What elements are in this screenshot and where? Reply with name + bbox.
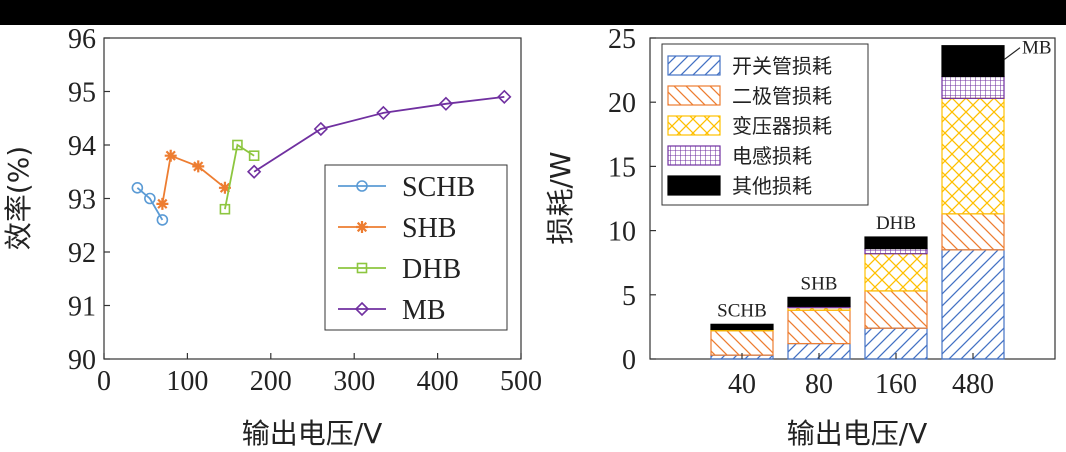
efficiency-y-tick-label: 91 <box>68 292 96 323</box>
efficiency-y-tick-label: 92 <box>68 238 96 269</box>
efficiency-y-axis-label: 效率(%) <box>2 146 35 250</box>
loss-y-axis-label: 损耗/W <box>544 151 577 244</box>
data-point-mb <box>246 164 262 179</box>
efficiency-x-tick-label: 200 <box>250 366 292 397</box>
loss-legend-swatch-1 <box>667 85 721 106</box>
loss-y-tick-label: 5 <box>622 281 636 312</box>
bar-label-mb: MB <box>1022 38 1052 59</box>
data-point-mb <box>313 121 328 137</box>
legend-marker-dhb <box>356 262 368 274</box>
loss-legend-swatch-0 <box>667 55 721 76</box>
legend-marker-mb <box>354 301 370 317</box>
data-point-mb <box>497 89 512 104</box>
loss-x-tick-label: 80 <box>805 369 833 400</box>
bar-segment-4-160 <box>864 236 928 250</box>
loss-x-axis-label: 输出电压/V <box>787 417 928 450</box>
data-point-shb <box>218 181 231 194</box>
efficiency-x-tick-label: 0 <box>97 366 111 397</box>
data-point-dhb <box>232 139 243 151</box>
efficiency-x-tick-label: 100 <box>166 366 208 397</box>
legend-label-mb: MB <box>402 295 446 326</box>
legend-marker-schb <box>356 180 368 192</box>
loss-x-tick-label: 40 <box>728 369 756 400</box>
loss-y-tick-label: 20 <box>608 88 636 119</box>
loss-y-tick-label: 15 <box>608 152 636 183</box>
bar-segment-1-480 <box>941 213 1005 251</box>
data-point-shb <box>156 197 169 210</box>
loss-legend-label-1: 二极管损耗 <box>732 84 832 108</box>
efficiency-legend-box <box>324 164 508 331</box>
bar-label-shb: SHB <box>801 273 838 294</box>
loss-y-tick-label: 10 <box>608 217 636 248</box>
efficiency-chart: 0 100 200 300 400 500 90 91 92 93 94 95 96 输出电压/V 效… <box>2 24 542 450</box>
loss-plot-frame <box>649 37 1056 360</box>
loss-legend-label-0: 开关管损耗 <box>732 54 832 78</box>
loss-legend-swatch-2 <box>667 115 721 136</box>
data-point-schb <box>144 192 156 205</box>
loss-legend-label-3: 电感损耗 <box>732 144 812 168</box>
series-line-dhb <box>224 143 255 210</box>
loss-legend-label-4: 其他损耗 <box>732 174 812 198</box>
efficiency-legend: SCHB SHB DHB MB <box>324 164 508 331</box>
bar-segment-4-80 <box>787 296 851 307</box>
loss-chart: 0 5 10 15 20 25 40 80 160 480 SCHB SHB DHB MB 输出电压/… <box>544 24 1056 450</box>
efficiency-x-tick-label: 400 <box>417 366 459 397</box>
bar-segment-2-480 <box>941 97 1005 215</box>
data-point-shb <box>164 149 177 162</box>
bar-segment-1-40 <box>710 330 774 356</box>
bar-label-leader <box>1003 47 1021 61</box>
top-black-band <box>0 0 1066 25</box>
bar-segment-1-80 <box>787 309 851 345</box>
efficiency-x-tick-label: 500 <box>500 366 542 397</box>
data-point-dhb <box>248 150 260 161</box>
loss-x-tick-label: 480 <box>952 369 994 400</box>
data-point-mb <box>438 96 454 111</box>
data-point-dhb <box>219 203 231 215</box>
legend-label-shb: SHB <box>402 213 456 244</box>
loss-legend-swatch-4 <box>667 175 721 196</box>
loss-legend-label-2: 变压器损耗 <box>732 114 832 138</box>
efficiency-y-tick-label: 96 <box>68 24 96 55</box>
bar-segment-3-480 <box>941 75 1005 99</box>
loss-y-tick-label: 0 <box>622 345 636 376</box>
efficiency-y-tick-label: 93 <box>68 185 96 216</box>
legend-label-dhb: DHB <box>402 254 461 285</box>
data-point-schb <box>131 182 144 194</box>
bar-segment-4-480 <box>941 45 1005 78</box>
bar-segment-0-480 <box>941 249 1005 360</box>
efficiency-y-tick-label: 94 <box>68 131 96 162</box>
bar-label-schb: SCHB <box>717 300 767 321</box>
bar-segment-4-40 <box>710 323 774 331</box>
data-point-schb <box>156 214 169 226</box>
efficiency-x-axis-label: 输出电压/V <box>242 417 383 450</box>
loss-legend-swatch-3 <box>667 145 721 166</box>
series-line-mb <box>253 95 505 173</box>
legend-marker-shb <box>356 221 368 233</box>
legend-label-schb: SCHB <box>402 172 475 203</box>
efficiency-x-tick-label: 300 <box>333 366 375 397</box>
data-point-shb <box>192 160 205 173</box>
efficiency-y-tick-label: 90 <box>68 345 96 376</box>
bar-segment-2-160 <box>864 253 928 292</box>
bar-label-dhb: DHB <box>876 213 916 234</box>
bar-segment-3-160 <box>864 247 928 255</box>
loss-y-tick-label: 25 <box>608 24 636 55</box>
efficiency-y-tick-label: 95 <box>68 78 96 109</box>
loss-x-tick-label: 160 <box>875 369 917 400</box>
bar-segment-1-160 <box>864 290 928 329</box>
series-line-shb <box>161 154 226 205</box>
data-point-mb <box>376 105 391 121</box>
